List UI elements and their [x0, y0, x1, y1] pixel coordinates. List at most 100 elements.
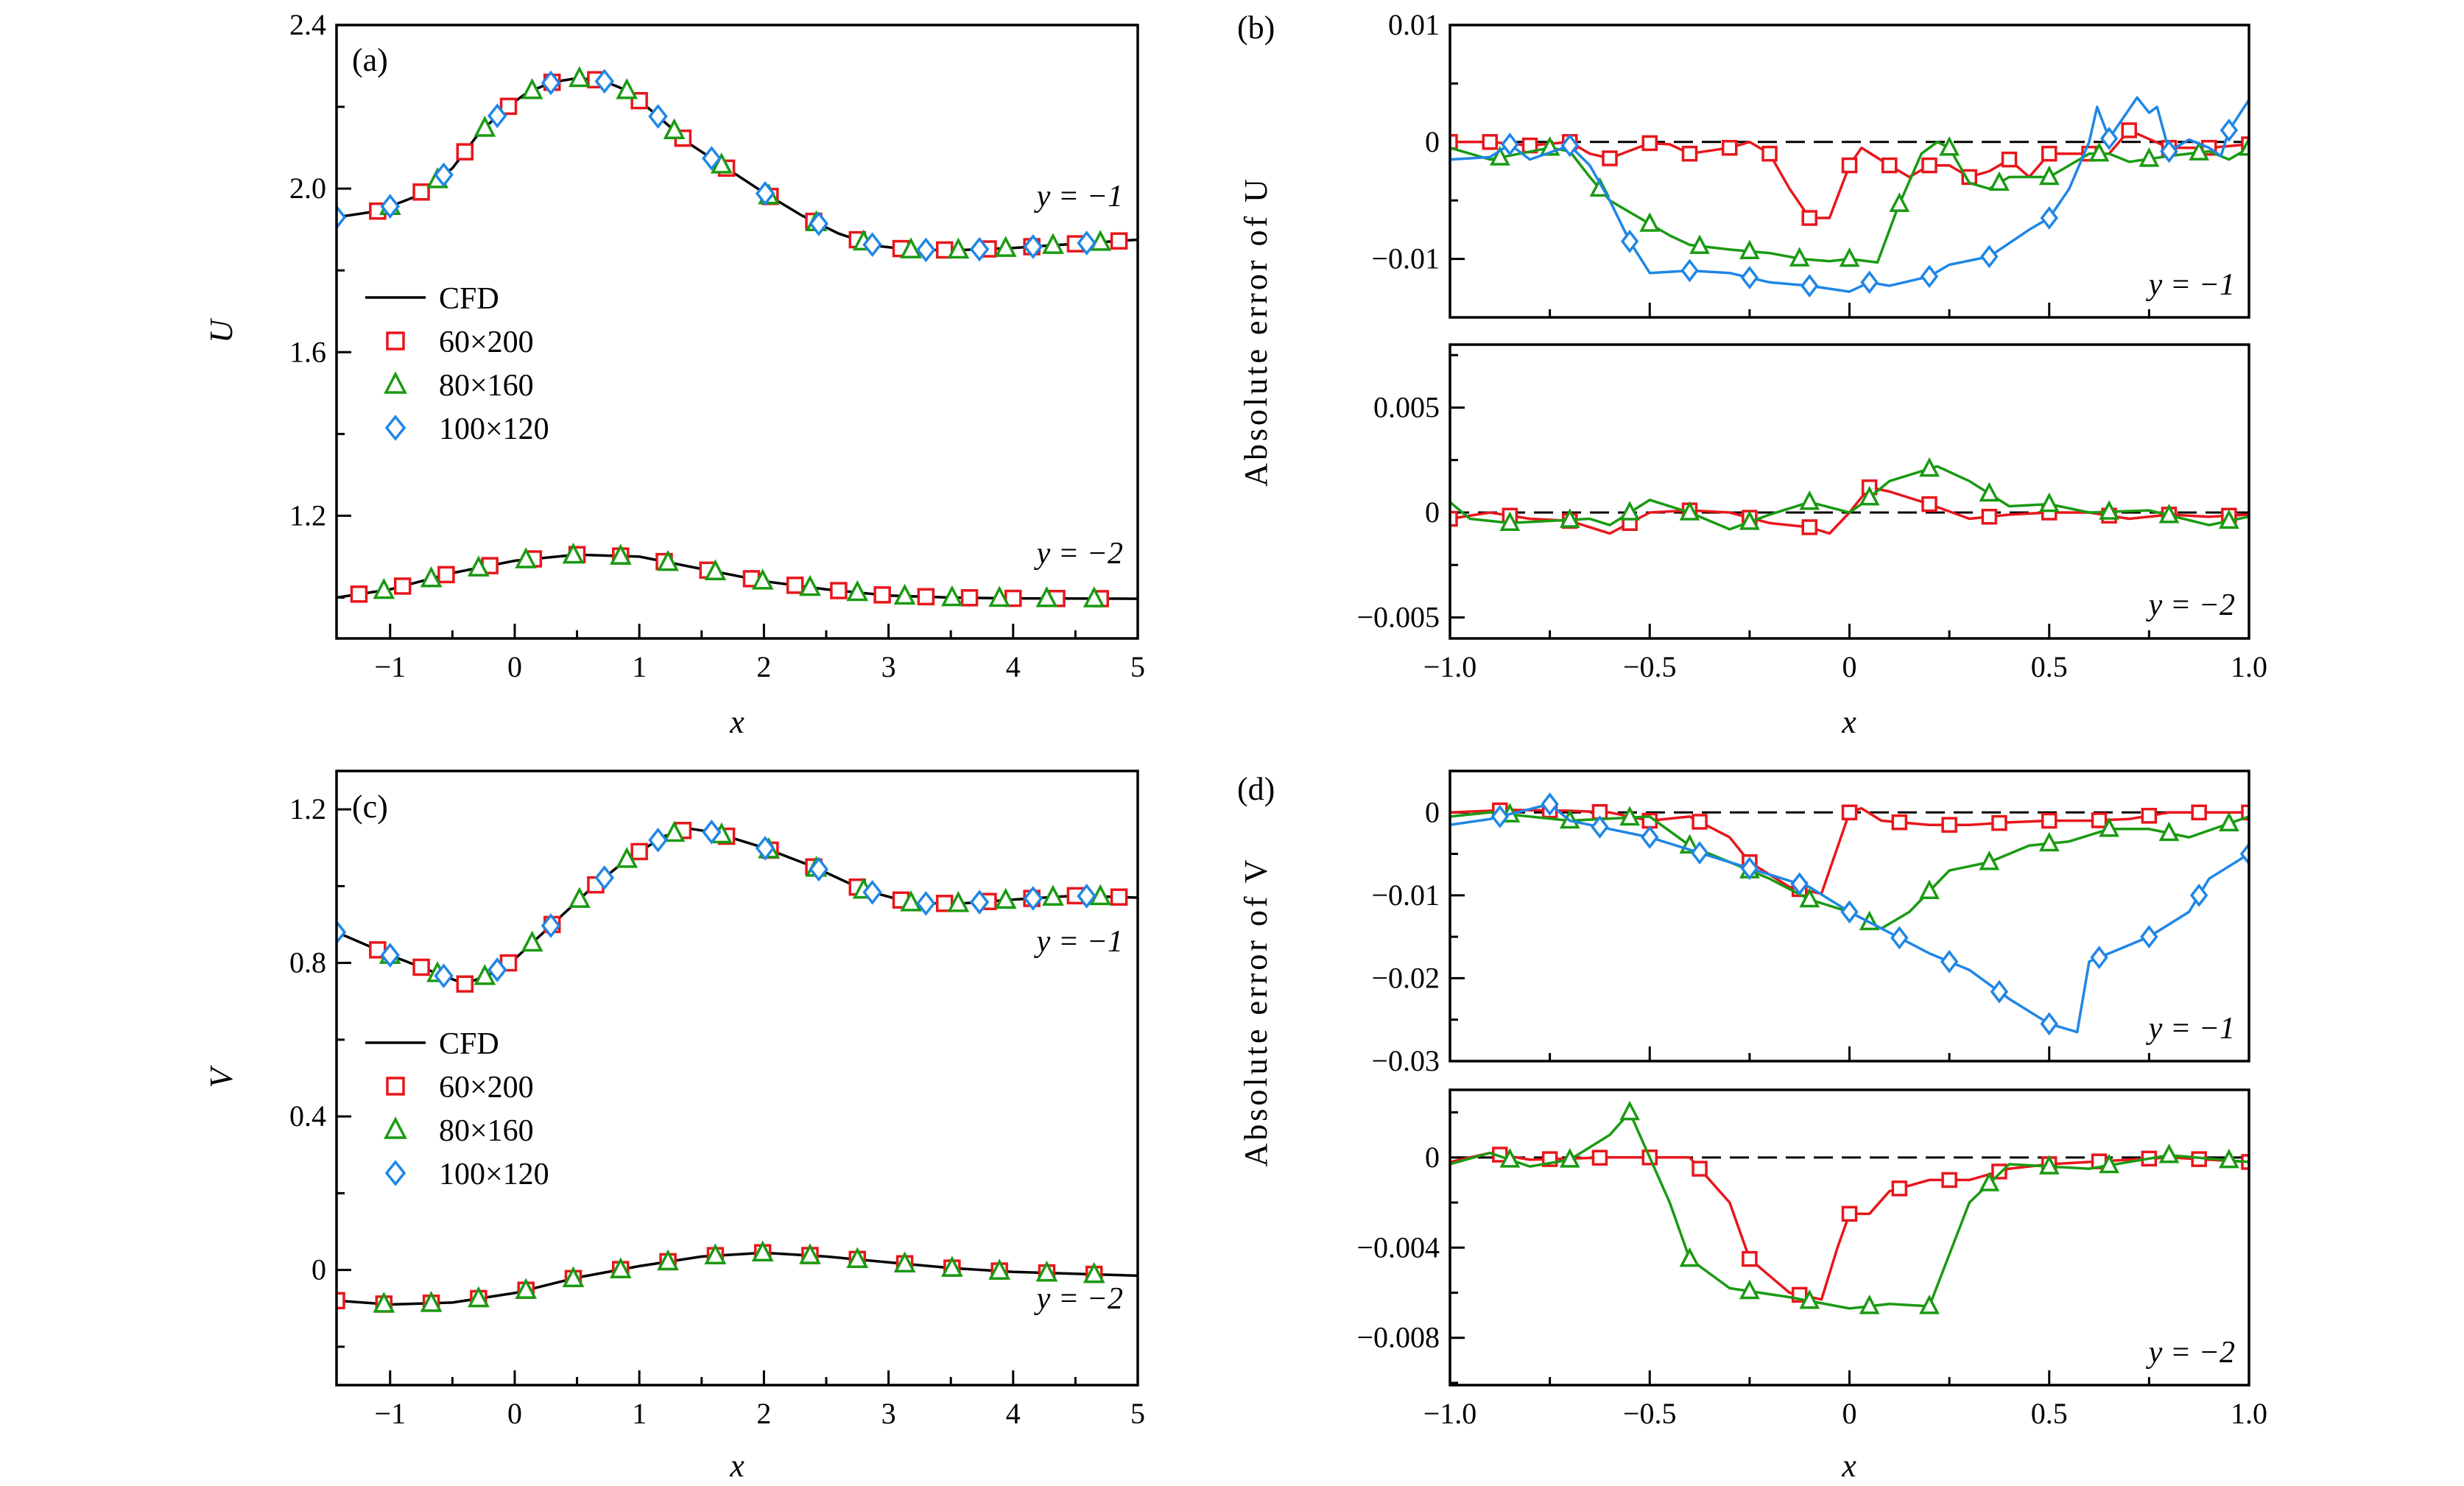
- diamond-marker: [384, 415, 406, 441]
- square-marker: [1841, 804, 1858, 821]
- square-marker: [1882, 157, 1898, 174]
- triangle-marker: [1739, 1279, 1760, 1300]
- x-axis-label: x: [729, 1448, 745, 1484]
- curve-y=-2: [337, 1240, 1138, 1313]
- square-marker: [1450, 510, 1458, 527]
- diamond-marker: [1591, 815, 1609, 839]
- diamond-marker: [1620, 229, 1639, 253]
- curve-label: y = −2: [2146, 588, 2235, 622]
- curve-y=-1: [337, 66, 1138, 263]
- x-tick-label: 2: [756, 650, 771, 683]
- triangle-marker: [1979, 851, 2000, 870]
- triangle-marker: [609, 1257, 632, 1278]
- triangle-marker: [2038, 492, 2060, 513]
- y-tick-label: −0.01: [1371, 878, 1440, 912]
- cfd-line: [337, 1251, 1138, 1306]
- x-tick-label: 0.5: [2031, 1397, 2068, 1430]
- square-marker: [786, 577, 804, 594]
- diamond-marker: [755, 836, 775, 861]
- legend-entry: 80×160: [384, 369, 534, 403]
- panel-b-bottom: −1.0 −0.5 0 0.5 1.0 −0.005 0 0.005 y = −2: [1356, 343, 2267, 683]
- square-marker: [437, 566, 455, 584]
- triangle-marker: [994, 236, 1017, 257]
- plot-area: [1450, 96, 2249, 297]
- triangle-marker: [710, 152, 733, 174]
- triangle-marker: [657, 1249, 679, 1271]
- y-tick-label: 0.005: [1373, 391, 1440, 424]
- diamond-marker: [384, 1160, 406, 1186]
- triangle-marker: [704, 1243, 727, 1264]
- square-marker: [1921, 157, 1937, 174]
- triangle-marker: [521, 78, 543, 99]
- y-axis-label: V: [203, 1064, 239, 1088]
- legend-label: 80×160: [439, 1114, 534, 1148]
- panel-c: −1 0 1 2 3 4 5 0 0.4 0.8 1.2 y = −1 y = −2: [289, 770, 1145, 1430]
- x-tick-label: 0: [1842, 650, 1857, 683]
- square-marker: [1921, 496, 1937, 513]
- triangle-marker: [1989, 171, 2010, 191]
- triangle-marker: [940, 585, 963, 607]
- curve-label: y = −1: [1034, 925, 1123, 959]
- x-tick-label: −0.5: [1623, 650, 1677, 683]
- x-tick-label: 0.5: [2031, 650, 2068, 683]
- square-marker: [1941, 1172, 1957, 1189]
- curve-label: y = −1: [2146, 268, 2235, 302]
- square-marker: [1692, 814, 1708, 830]
- diamond-marker: [541, 70, 561, 96]
- triangle-marker: [2088, 141, 2110, 162]
- diamond-marker: [487, 957, 507, 982]
- triangle-marker: [1559, 1148, 1580, 1168]
- diamond-marker: [594, 865, 615, 890]
- triangle-marker: [1839, 247, 1860, 267]
- diamond-marker: [380, 194, 400, 219]
- curve-y=-1: [337, 820, 1138, 993]
- y-tick-label: 1.2: [289, 792, 326, 825]
- triangle-marker: [420, 566, 443, 588]
- legend-entry: 80×160: [384, 1114, 534, 1148]
- triangle-marker: [569, 887, 591, 908]
- triangle-marker: [373, 1292, 395, 1313]
- series-diamond: [1450, 96, 2249, 297]
- diamond-marker: [2189, 883, 2208, 907]
- square-marker: [2041, 145, 2058, 162]
- axes-ticks: −1.0 −0.5 0 0.5 1.0 −0.008 −0.004 0: [1356, 1111, 2267, 1430]
- triangle-marker: [893, 1251, 916, 1272]
- y-tick-label: 0: [1425, 496, 1440, 529]
- square-marker: [1991, 1163, 2007, 1180]
- x-axis-label: x: [1841, 704, 1856, 740]
- triangle-marker: [1919, 457, 1940, 477]
- square-marker: [1742, 1250, 1758, 1267]
- triangle-marker: [2158, 1143, 2180, 1163]
- legend-a: CFD 60×200 80×160 100×120: [365, 282, 549, 446]
- square-marker: [393, 577, 412, 595]
- diamond-marker: [1860, 270, 1879, 295]
- triangle-marker: [2218, 811, 2239, 832]
- y-axis-label: Absolute error of U: [1238, 176, 1274, 487]
- diamond-marker: [1023, 234, 1043, 259]
- square-marker: [2191, 804, 2207, 821]
- triangle-marker: [947, 891, 970, 912]
- diamond-marker: [862, 879, 882, 905]
- triangle-marker: [1619, 501, 1641, 521]
- diamond-marker: [2239, 842, 2249, 866]
- triangle-marker: [1919, 1295, 1940, 1314]
- triangle-marker: [1799, 490, 1820, 510]
- triangle-marker: [468, 1286, 490, 1308]
- x-tick-label: 4: [1006, 650, 1021, 683]
- square-marker: [1482, 134, 1498, 150]
- plot-area: [1450, 792, 2249, 1036]
- triangle-marker: [420, 1291, 443, 1312]
- diamond-marker: [1023, 886, 1043, 911]
- triangle-marker: [384, 1116, 407, 1139]
- diamond-marker: [1990, 979, 2009, 1004]
- legend-label: 100×120: [439, 412, 549, 446]
- diamond-marker: [2040, 206, 2058, 230]
- y-tick-label: 0.8: [289, 946, 326, 979]
- x-tick-label: 4: [1006, 1397, 1021, 1430]
- curve-label: y = −1: [1034, 180, 1123, 214]
- square-marker: [830, 582, 848, 599]
- y-tick-label: −0.01: [1371, 242, 1440, 275]
- x-tick-label: 1.0: [2231, 650, 2267, 683]
- square-marker: [386, 331, 405, 351]
- panel-d-top: −0.03 −0.02 −0.01 0 y = −1: [1371, 770, 2250, 1077]
